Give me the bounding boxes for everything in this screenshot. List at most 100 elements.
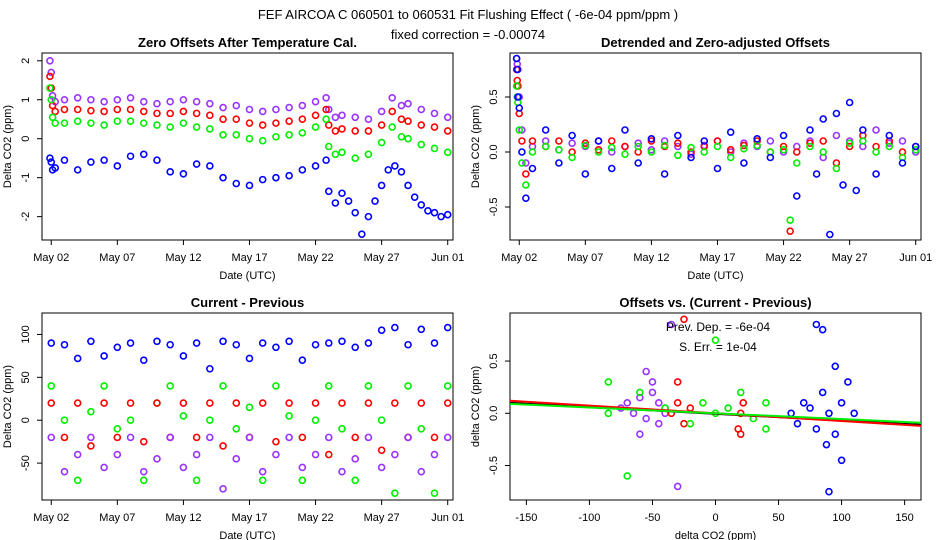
p1-point-purple xyxy=(430,109,439,118)
p2-point-blue xyxy=(594,137,603,145)
p4-point-purple xyxy=(629,409,638,418)
p1-point-red xyxy=(46,72,54,81)
p2-point-blue xyxy=(812,170,821,178)
p1-point-green xyxy=(258,136,267,145)
p1-xtick-label: May 27 xyxy=(364,252,400,264)
p1-point-green xyxy=(206,125,214,133)
p1-point-green xyxy=(245,134,254,143)
p3-point-green xyxy=(192,476,201,485)
p1-point-green xyxy=(338,148,346,157)
p2-point-green xyxy=(845,139,854,147)
p1-point-purple xyxy=(47,68,56,77)
p3-point-red xyxy=(113,433,122,442)
p3-point-green xyxy=(232,425,241,433)
p2-point-red xyxy=(819,137,828,145)
p1-point-blue xyxy=(391,162,399,170)
p3-point-red xyxy=(417,399,426,407)
p3-point-purple xyxy=(285,433,293,442)
p1-point-green xyxy=(126,117,135,125)
p4-xtick-label: -100 xyxy=(578,512,600,524)
p1-point-blue xyxy=(430,208,439,217)
p3-point-blue xyxy=(272,343,280,352)
p1-point-green xyxy=(377,138,386,147)
p1-point-green xyxy=(47,95,56,104)
p2-point-red xyxy=(726,146,735,154)
p3-point-red xyxy=(338,399,346,407)
p3-xtick-label: May 12 xyxy=(165,512,201,524)
p4-point-blue xyxy=(831,362,840,371)
p3-point-green xyxy=(364,382,373,390)
p3-point-purple xyxy=(377,463,386,472)
p2-point-green xyxy=(647,148,656,156)
p3-point-purple xyxy=(232,455,241,463)
p2-point-blue xyxy=(607,164,616,173)
p2-xtick-label: May 02 xyxy=(501,252,537,264)
p4-point-blue xyxy=(825,409,833,418)
p3-point-purple xyxy=(324,433,333,442)
p2-xtick-label: May 07 xyxy=(567,252,603,264)
p4-point-blue xyxy=(812,320,821,329)
p2-point-blue xyxy=(806,126,814,134)
p3-point-purple xyxy=(404,433,412,442)
p2-point-purple xyxy=(766,137,775,145)
p4-annotation: S. Err. = 1e-04 xyxy=(679,340,757,354)
p1-point-blue xyxy=(331,199,340,207)
p1-point-green xyxy=(272,132,280,141)
p1-ytick-label: 1 xyxy=(20,97,32,103)
p4-point-blue xyxy=(787,409,795,418)
p2-point-blue xyxy=(515,104,524,112)
p2-point-purple xyxy=(518,126,526,134)
p2-point-green xyxy=(568,153,576,162)
p1-point-purple xyxy=(73,94,82,102)
p3-point-purple xyxy=(87,433,95,442)
p1-xlabel: Date (UTC) xyxy=(219,270,275,282)
p2-ytick-label: 0.5 xyxy=(488,89,500,104)
p1-point-red xyxy=(430,123,439,131)
p2-point-blue xyxy=(512,54,521,63)
p2-point-blue xyxy=(513,65,522,74)
p1-point-blue xyxy=(443,210,452,219)
p2-point-blue xyxy=(674,131,682,140)
p3-point-purple xyxy=(272,450,280,459)
p3-point-blue xyxy=(324,339,333,347)
p3-xtick-label: May 17 xyxy=(231,512,267,524)
p1-point-green xyxy=(430,144,439,153)
p1-point-red xyxy=(285,117,293,125)
p3-point-blue xyxy=(285,337,293,346)
p3-point-blue xyxy=(311,340,320,349)
p1-point-blue xyxy=(47,158,56,166)
p1-point-red xyxy=(206,111,214,120)
p3-point-blue xyxy=(364,339,373,347)
p3-point-blue xyxy=(192,339,201,347)
p1-point-purple xyxy=(60,95,69,104)
p4-point-blue xyxy=(844,378,852,386)
p1-point-purple xyxy=(404,99,412,108)
p2-point-blue xyxy=(518,148,526,156)
p1-point-blue xyxy=(60,156,69,164)
p3-point-green xyxy=(417,425,426,433)
p3-point-green xyxy=(60,416,69,425)
p3-point-blue xyxy=(219,337,227,346)
p3-point-blue xyxy=(404,340,412,349)
p2-point-blue xyxy=(885,131,894,140)
p3-point-blue xyxy=(166,340,174,349)
p2-point-green xyxy=(687,143,695,152)
p4-annotation: Prev. Dep. = -6e-04 xyxy=(666,320,770,334)
p3-point-green xyxy=(245,403,254,412)
p4-point-blue xyxy=(831,430,840,438)
p2-point-purple xyxy=(634,139,642,147)
p1-point-blue xyxy=(73,166,82,174)
p3-point-green xyxy=(100,382,108,390)
p1-plot-frame xyxy=(41,52,454,241)
p4-point-green xyxy=(686,419,695,428)
p1-point-green xyxy=(417,140,426,149)
p1-point-red xyxy=(139,107,148,116)
p4-xtick-label: 50 xyxy=(772,512,784,524)
p1-point-purple xyxy=(388,94,397,102)
p1-point-red xyxy=(364,127,373,135)
p4-point-red xyxy=(673,378,682,386)
p2-point-green xyxy=(700,148,709,156)
p1-point-green xyxy=(166,123,174,131)
p2-point-green xyxy=(522,181,530,189)
p4-point-purple xyxy=(648,388,657,397)
